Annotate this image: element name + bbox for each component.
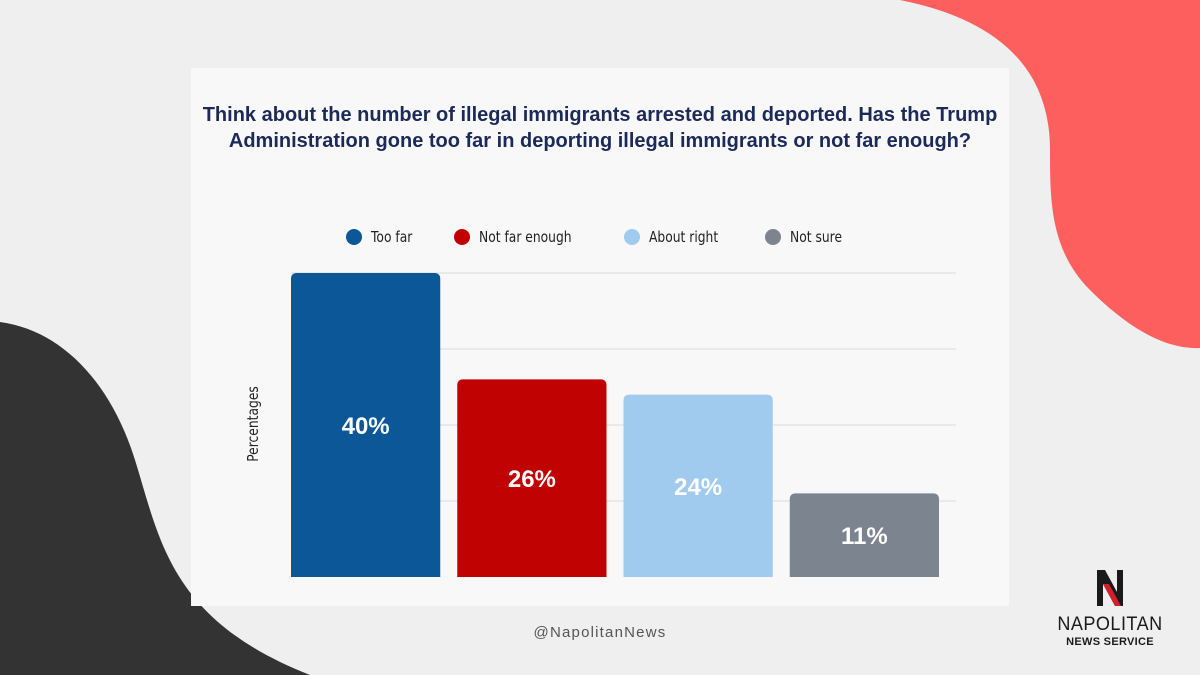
chart-legend: Too far Not far enough About right Not sure <box>191 228 1009 246</box>
legend-item-0: Too far <box>346 228 421 246</box>
bar-data-label: 26% <box>508 466 556 493</box>
bar-data-label: 40% <box>342 413 390 440</box>
bar-about-right <box>623 394 773 577</box>
chart-title: Think about the number of illegal immigr… <box>202 104 998 152</box>
legend-label: Not far enough <box>478 228 572 246</box>
bar-data-label: 24% <box>674 474 722 501</box>
bar-too-far <box>291 273 441 577</box>
y-axis-label: Percentages <box>244 386 262 462</box>
legend-item-2: About right <box>623 228 733 246</box>
dark-blob-shape <box>0 322 310 675</box>
bar-not-sure <box>789 493 939 577</box>
legend-swatch <box>453 229 470 245</box>
chart-card: Think about the number of illegal immigr… <box>191 68 1009 606</box>
coral-blob-shape <box>900 0 1200 349</box>
bar-chart: 40% 26% 24% 11% <box>291 272 956 577</box>
legend-swatch <box>346 229 363 245</box>
legend-label: Not sure <box>790 228 843 246</box>
bar-not-far-enough <box>457 379 607 577</box>
legend-item-1: Not far enough <box>453 228 592 246</box>
legend-label: Too far <box>371 228 413 246</box>
bar-data-label: 11% <box>841 523 888 550</box>
social-handle: @NapolitanNews <box>533 624 667 641</box>
napolitan-logo: NAPOLITAN NEWS SERVICE <box>1040 568 1180 648</box>
logo-subtitle: NEWS SERVICE <box>1066 636 1154 648</box>
legend-swatch <box>623 229 640 245</box>
legend-label: About right <box>648 228 718 246</box>
n-logo-icon <box>1097 570 1123 606</box>
logo-name: NAPOLITAN <box>1057 614 1163 635</box>
legend-swatch <box>765 229 782 245</box>
legend-item-3: Not sure <box>765 228 853 246</box>
